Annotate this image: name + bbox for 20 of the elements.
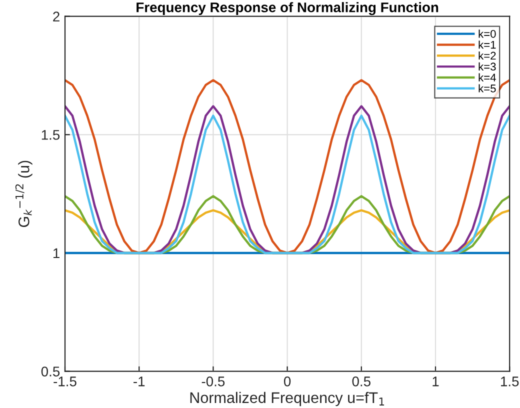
x-tick-label: 0.5 — [352, 376, 370, 386]
legend-label: k=2 — [478, 51, 496, 60]
legend-label: k=4 — [478, 73, 496, 82]
x-tick-label: -1 — [134, 376, 145, 386]
legend-label: k=5 — [478, 84, 496, 92]
legend-label: k=1 — [478, 40, 496, 49]
chart-title: Frequency Response of Normalizing Function — [136, 2, 438, 16]
x-axis-title: Normalized Frequency u=fT$_{1}$ — [190, 392, 384, 406]
y-tick-label: 0.5 — [41, 366, 60, 376]
x-tick-label: -1.5 — [54, 376, 76, 386]
x-tick-label: 0 — [284, 376, 291, 386]
y-axis-title: G$_{k}$$^{−1/2}$ (u) — [15, 160, 32, 228]
y-tick-label: 1.5 — [42, 130, 60, 140]
legend-label: k=0 — [478, 30, 496, 38]
x-tick-label: 1.5 — [501, 376, 519, 386]
y-tick-label: 1 — [53, 248, 60, 258]
y-tick-label: 2 — [53, 12, 60, 22]
x-tick-label: 1 — [432, 376, 439, 386]
x-tick-label: -0.5 — [202, 376, 225, 386]
legend-label: k=3 — [478, 62, 496, 71]
